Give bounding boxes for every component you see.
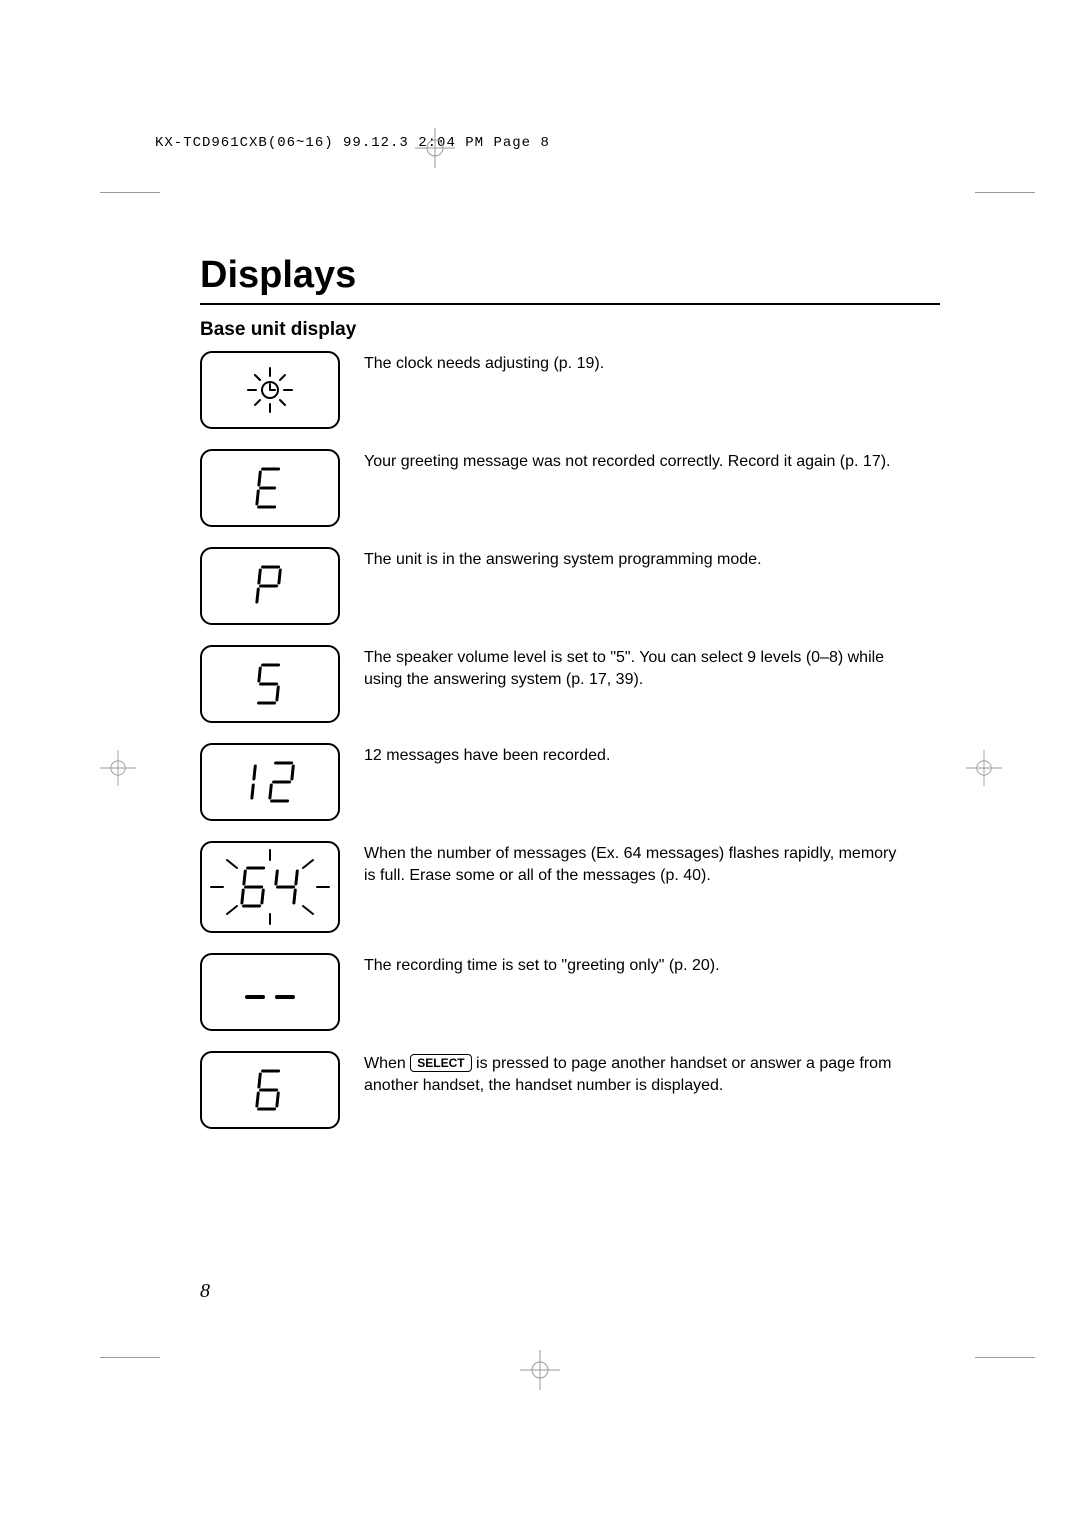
display-box-clock [200, 351, 340, 429]
display-box-e [200, 449, 340, 527]
seven-seg-64-flash-icon [205, 846, 335, 928]
display-row: 12 messages have been recorded. [200, 743, 940, 821]
seven-seg-dashes-icon [235, 969, 305, 1015]
display-row: The clock needs adjusting (p. 19). [200, 351, 940, 429]
clock-flash-icon [242, 362, 298, 418]
display-row: The speaker volume level is set to "5". … [200, 645, 940, 723]
page-content: Displays Base unit display [200, 254, 940, 1149]
registration-mark-left [100, 750, 136, 786]
crop-mark [100, 1357, 160, 1358]
display-box-64-flash [200, 841, 340, 933]
registration-mark-top [415, 128, 455, 168]
page-number: 8 [200, 1280, 210, 1303]
display-desc: The speaker volume level is set to "5". … [364, 645, 904, 691]
title-rule [200, 303, 940, 305]
print-header: KX-TCD961CXB(06~16) 99.12.3 2:04 PM Page… [155, 135, 550, 151]
crop-mark [100, 192, 160, 193]
display-row: The unit is in the answering system prog… [200, 547, 940, 625]
display-box-12 [200, 743, 340, 821]
registration-mark-bottom [520, 1350, 560, 1390]
display-desc: The unit is in the answering system prog… [364, 547, 762, 571]
seven-seg-5-icon [255, 661, 285, 707]
display-row: Your greeting message was not recorded c… [200, 449, 940, 527]
display-box-5 [200, 645, 340, 723]
display-desc: The clock needs adjusting (p. 19). [364, 351, 604, 375]
page-title: Displays [200, 254, 940, 297]
seven-seg-6-icon [255, 1067, 285, 1113]
display-desc: Your greeting message was not recorded c… [364, 449, 891, 473]
select-button-label: SELECT [410, 1054, 471, 1072]
display-desc: 12 messages have been recorded. [364, 743, 610, 767]
display-row: The recording time is set to "greeting o… [200, 953, 940, 1031]
display-desc: The recording time is set to "greeting o… [364, 953, 720, 977]
display-box-dashes [200, 953, 340, 1031]
seven-seg-e-icon [255, 465, 285, 511]
display-desc: When the number of messages (Ex. 64 mess… [364, 841, 904, 887]
section-subtitle: Base unit display [200, 319, 940, 341]
display-desc: When SELECT is pressed to page another h… [364, 1051, 904, 1097]
desc-text-before: When [364, 1055, 410, 1072]
crop-mark [975, 192, 1035, 193]
crop-mark [975, 1357, 1035, 1358]
registration-mark-right [966, 750, 1002, 786]
display-box-6 [200, 1051, 340, 1129]
display-box-p [200, 547, 340, 625]
seven-seg-12-icon [238, 759, 302, 805]
display-row: When the number of messages (Ex. 64 mess… [200, 841, 940, 933]
seven-seg-p-icon [255, 563, 285, 609]
display-row: When SELECT is pressed to page another h… [200, 1051, 940, 1129]
